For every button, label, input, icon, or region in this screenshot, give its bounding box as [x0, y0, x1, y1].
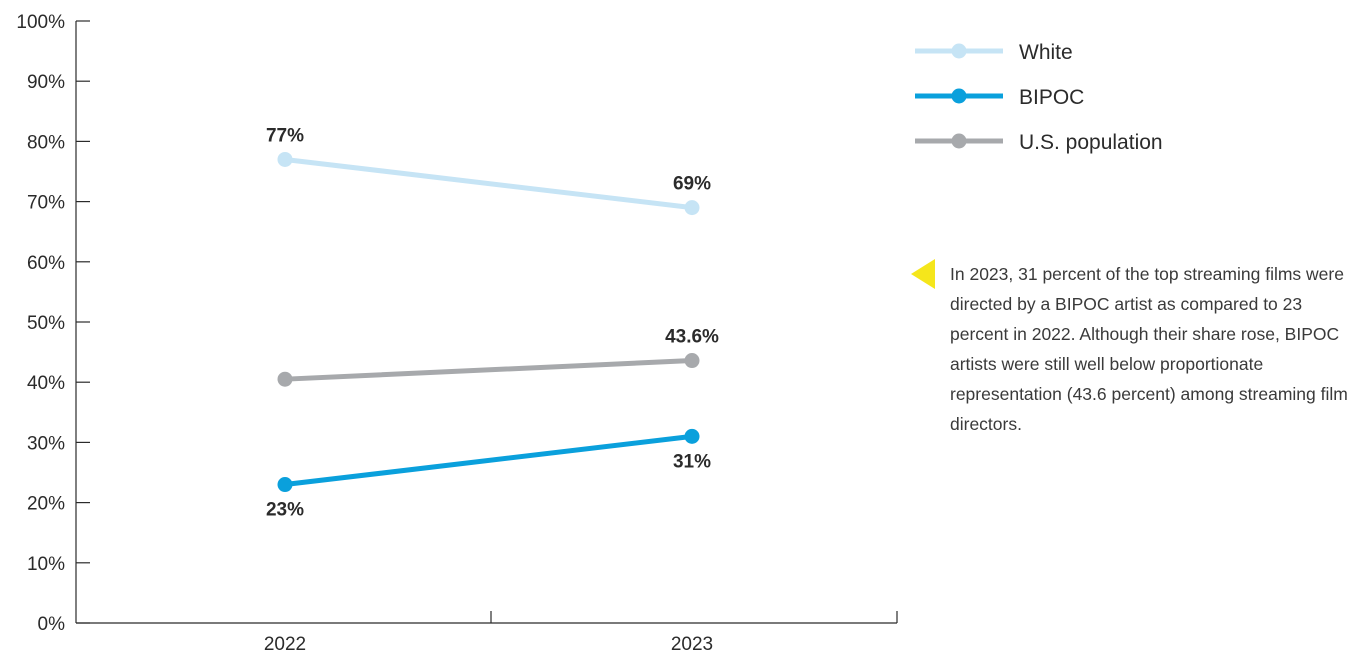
- chart-series: [277, 151, 700, 493]
- data-label: 23%: [266, 500, 304, 521]
- y-tick-label: 20%: [27, 494, 65, 515]
- legend-swatch-dot: [951, 88, 967, 104]
- y-tick-label: 50%: [27, 313, 65, 334]
- y-tick-label: 30%: [27, 433, 65, 454]
- data-point: [277, 371, 293, 387]
- x-tick-label: 2023: [671, 634, 713, 653]
- data-label: 31%: [673, 451, 711, 472]
- legend-swatch-dot: [951, 43, 967, 59]
- series-line: [282, 358, 695, 382]
- y-tick-label: 80%: [27, 132, 65, 153]
- data-label: 69%: [673, 174, 711, 195]
- x-tick-label: 2022: [264, 634, 306, 653]
- chart-annotation: In 2023, 31 percent of the top streaming…: [950, 264, 1348, 434]
- legend-label: U.S. population: [1019, 131, 1163, 154]
- chart-legend: White BIPOC U.S. population: [915, 41, 1163, 154]
- x-axis-ticks: 2022 2023: [264, 611, 898, 653]
- data-point: [684, 428, 700, 444]
- y-tick-label: 10%: [27, 554, 65, 575]
- legend-label: White: [1019, 41, 1073, 64]
- data-point: [684, 353, 700, 369]
- y-tick-label: 60%: [27, 253, 65, 274]
- data-point: [277, 151, 293, 167]
- data-point: [277, 477, 293, 493]
- legend-label: BIPOC: [1019, 86, 1084, 109]
- annotation-marker-icon: [911, 259, 935, 289]
- y-tick-label: 0%: [38, 614, 66, 635]
- y-tick-label: 70%: [27, 193, 65, 214]
- data-label: 43.6%: [665, 327, 719, 348]
- y-tick-label: 40%: [27, 373, 65, 394]
- y-axis-ticks: 0% 10% 20% 30% 40% 50% 60% 70% 80% 90% 100%: [16, 12, 90, 635]
- series-line: [282, 433, 695, 488]
- chart-axes: [75, 21, 897, 624]
- y-tick-label: 100%: [16, 12, 65, 33]
- data-point: [684, 200, 700, 216]
- data-labels: 77% 69% 23% 31% 43.6%: [266, 125, 719, 520]
- legend-swatch-dot: [951, 133, 967, 149]
- series-line: [282, 156, 695, 211]
- data-label: 77%: [266, 125, 304, 146]
- y-tick-label: 90%: [27, 72, 65, 93]
